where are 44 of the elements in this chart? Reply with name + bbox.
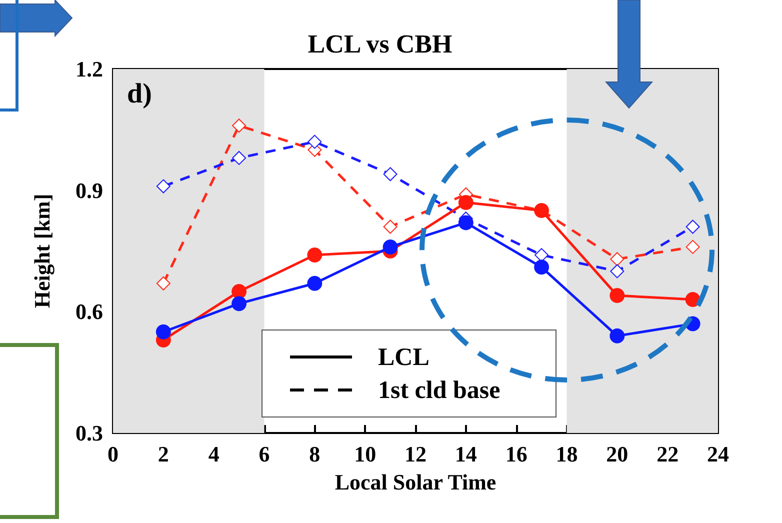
x-axis-title: Local Solar Time [334,470,496,494]
point [383,167,398,182]
x-tick-label: 10 [354,442,376,466]
point [383,220,398,234]
point [610,252,624,266]
x-tick-label: 14 [454,442,477,466]
point [232,150,246,165]
point [307,276,322,291]
point [382,239,398,254]
point [610,328,625,344]
point [686,220,700,234]
point [232,296,247,312]
chart-title: LCL vs CBH [308,30,452,58]
point [610,288,625,303]
point [458,215,474,230]
point [534,260,550,275]
point [156,276,170,290]
x-tick-label: 0 [108,442,118,466]
x-tick-label: 20 [606,442,628,466]
point [232,284,247,299]
y-tick-label: 0.3 [76,420,103,446]
x-tick-label: 22 [656,442,679,466]
point [686,240,700,254]
x-tick-label: 4 [208,442,220,466]
y-tick-label: 0.9 [76,178,103,203]
x-tick-label: 2 [158,442,169,466]
annotation: LCL [378,344,430,371]
y-tick-label: 1.2 [76,56,103,82]
point [156,179,170,194]
x-tick-label: 8 [309,442,320,466]
x-tick-label: 6 [258,442,270,466]
point [307,248,322,263]
x-tick-label: 16 [505,442,528,466]
x-tick-label: 18 [556,442,578,466]
y-tick-label: 0.6 [76,299,103,324]
y-axis-title: Height [km] [30,194,54,308]
x-tick-label: 12 [404,442,426,466]
point [458,194,474,210]
annotation: 1st cld base [378,377,500,404]
point [232,118,246,133]
point [610,264,624,278]
point [156,324,171,340]
annotation: d) [127,78,152,110]
x-tick-label: 24 [707,442,729,466]
